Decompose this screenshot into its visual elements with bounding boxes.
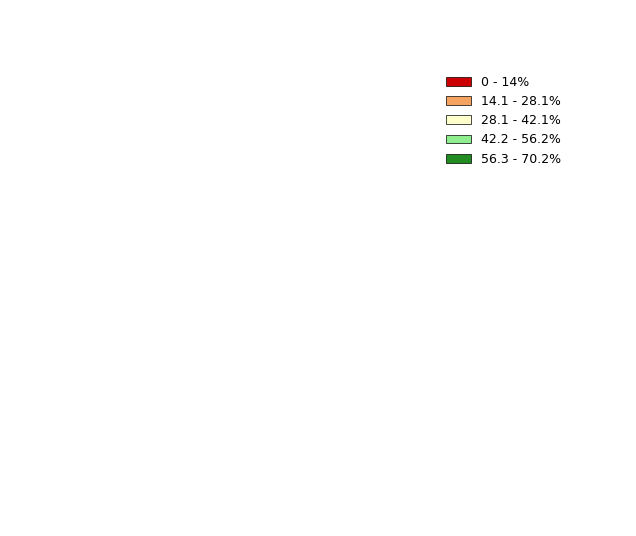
- Legend: 0 - 14%, 14.1 - 28.1%, 28.1 - 42.1%, 42.2 - 56.2%, 56.3 - 70.2%: 0 - 14%, 14.1 - 28.1%, 28.1 - 42.1%, 42.…: [441, 71, 566, 170]
